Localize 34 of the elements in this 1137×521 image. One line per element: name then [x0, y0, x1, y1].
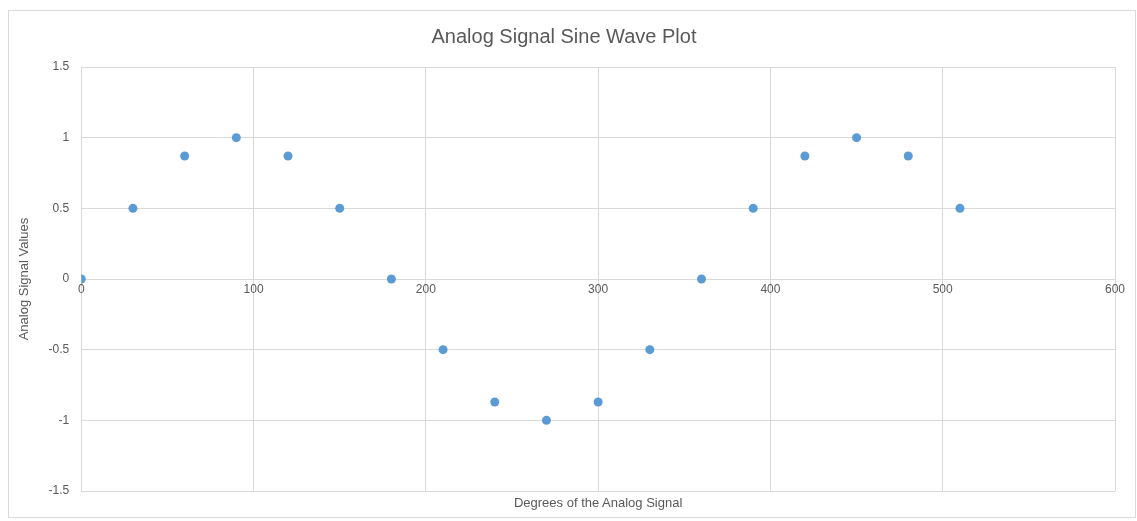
point [335, 203, 345, 213]
chart-title: Analog Signal Sine Wave Plot [431, 24, 697, 47]
y-tick-label: -1.5 [48, 483, 70, 498]
point [593, 397, 603, 407]
point [128, 203, 138, 213]
point [283, 151, 293, 161]
point [800, 151, 810, 161]
y-tick-label: -1 [58, 412, 70, 427]
point [645, 345, 655, 355]
y-axis-title: Analog Signal Values [16, 217, 32, 341]
point [903, 151, 913, 161]
point [231, 133, 241, 143]
x-tick-label: 500 [932, 281, 954, 296]
x-tick-label: 600 [1104, 281, 1126, 296]
point [541, 415, 551, 425]
y-tick-label: 0.5 [52, 200, 70, 215]
point [490, 397, 500, 407]
point [697, 274, 707, 284]
point [180, 151, 190, 161]
x-tick-label: 300 [588, 281, 609, 296]
y-tick-label: -0.5 [48, 341, 70, 356]
x-tick-label: 100 [243, 281, 264, 296]
point [438, 345, 448, 355]
x-axis-title: Degrees of the Analog Signal [513, 495, 683, 511]
point [852, 133, 862, 143]
x-tick-label: 400 [760, 281, 781, 296]
point [386, 274, 396, 284]
x-tick-label: 200 [415, 281, 437, 296]
y-tick-label: 0 [62, 271, 70, 286]
y-tick-label: 1 [62, 129, 70, 144]
point [955, 203, 965, 213]
point [748, 203, 758, 213]
y-tick-label: 1.5 [52, 59, 70, 74]
x-tick-label: 0 [77, 281, 85, 296]
